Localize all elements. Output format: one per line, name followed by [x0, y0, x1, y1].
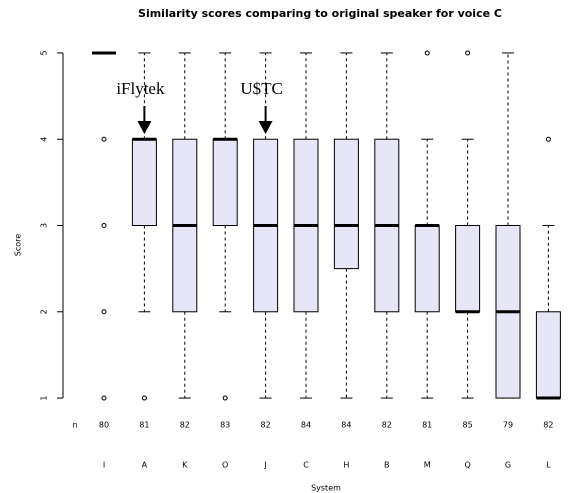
count-label: 79	[503, 421, 513, 430]
y-tick-label: 5	[40, 50, 49, 55]
x-tick-label: J	[263, 461, 266, 470]
x-tick-label: H	[343, 461, 349, 470]
count-label: 81	[139, 421, 149, 430]
x-tick-label: B	[384, 461, 390, 470]
box	[131, 138, 157, 226]
count-label: 81	[422, 421, 432, 430]
outlier	[101, 395, 107, 401]
y-tick-label: 4	[40, 137, 49, 142]
count-label: 83	[220, 421, 230, 430]
outlier	[141, 395, 147, 401]
count-label: 82	[261, 421, 271, 430]
x-tick-label: I	[103, 461, 105, 470]
x-tick-label: M	[424, 461, 431, 470]
x-tick-label: C	[303, 461, 309, 470]
count-label: 85	[463, 421, 473, 430]
outlier	[545, 136, 551, 142]
count-label: 82	[382, 421, 392, 430]
box	[535, 311, 561, 399]
outlier	[101, 136, 107, 142]
box	[212, 138, 238, 226]
y-tick-label: 1	[40, 396, 49, 401]
count-label: 80	[99, 421, 109, 430]
count-label: 82	[543, 421, 553, 430]
y-tick-label: 2	[40, 309, 49, 314]
annotation-arrowhead	[137, 121, 152, 134]
n-label: n	[72, 421, 77, 430]
box	[414, 225, 440, 313]
y-tick-label: 3	[40, 223, 49, 228]
x-tick-label: A	[142, 461, 148, 470]
outlier	[101, 223, 107, 228]
annotation: U$TC	[240, 79, 283, 98]
chart-title: Similarity scores comparing to original …	[138, 7, 502, 20]
annotation: iFlytek	[116, 79, 165, 98]
count-label: 84	[341, 421, 351, 430]
x-tick-label: L	[546, 461, 551, 470]
x-tick-label: K	[182, 461, 188, 470]
outlier	[465, 50, 471, 56]
outlier	[101, 309, 107, 315]
x-tick-label: G	[505, 461, 511, 470]
outlier	[222, 395, 228, 401]
annotation-arrowhead	[258, 121, 273, 134]
box	[455, 225, 481, 313]
outlier	[424, 50, 430, 56]
y-axis-label: Score	[14, 234, 23, 256]
box	[333, 138, 359, 270]
x-axis-label: System	[311, 484, 341, 493]
count-label: 82	[180, 421, 190, 430]
x-tick-label: Q	[464, 461, 470, 470]
count-label: 84	[301, 421, 311, 430]
x-tick-label: O	[222, 461, 228, 470]
